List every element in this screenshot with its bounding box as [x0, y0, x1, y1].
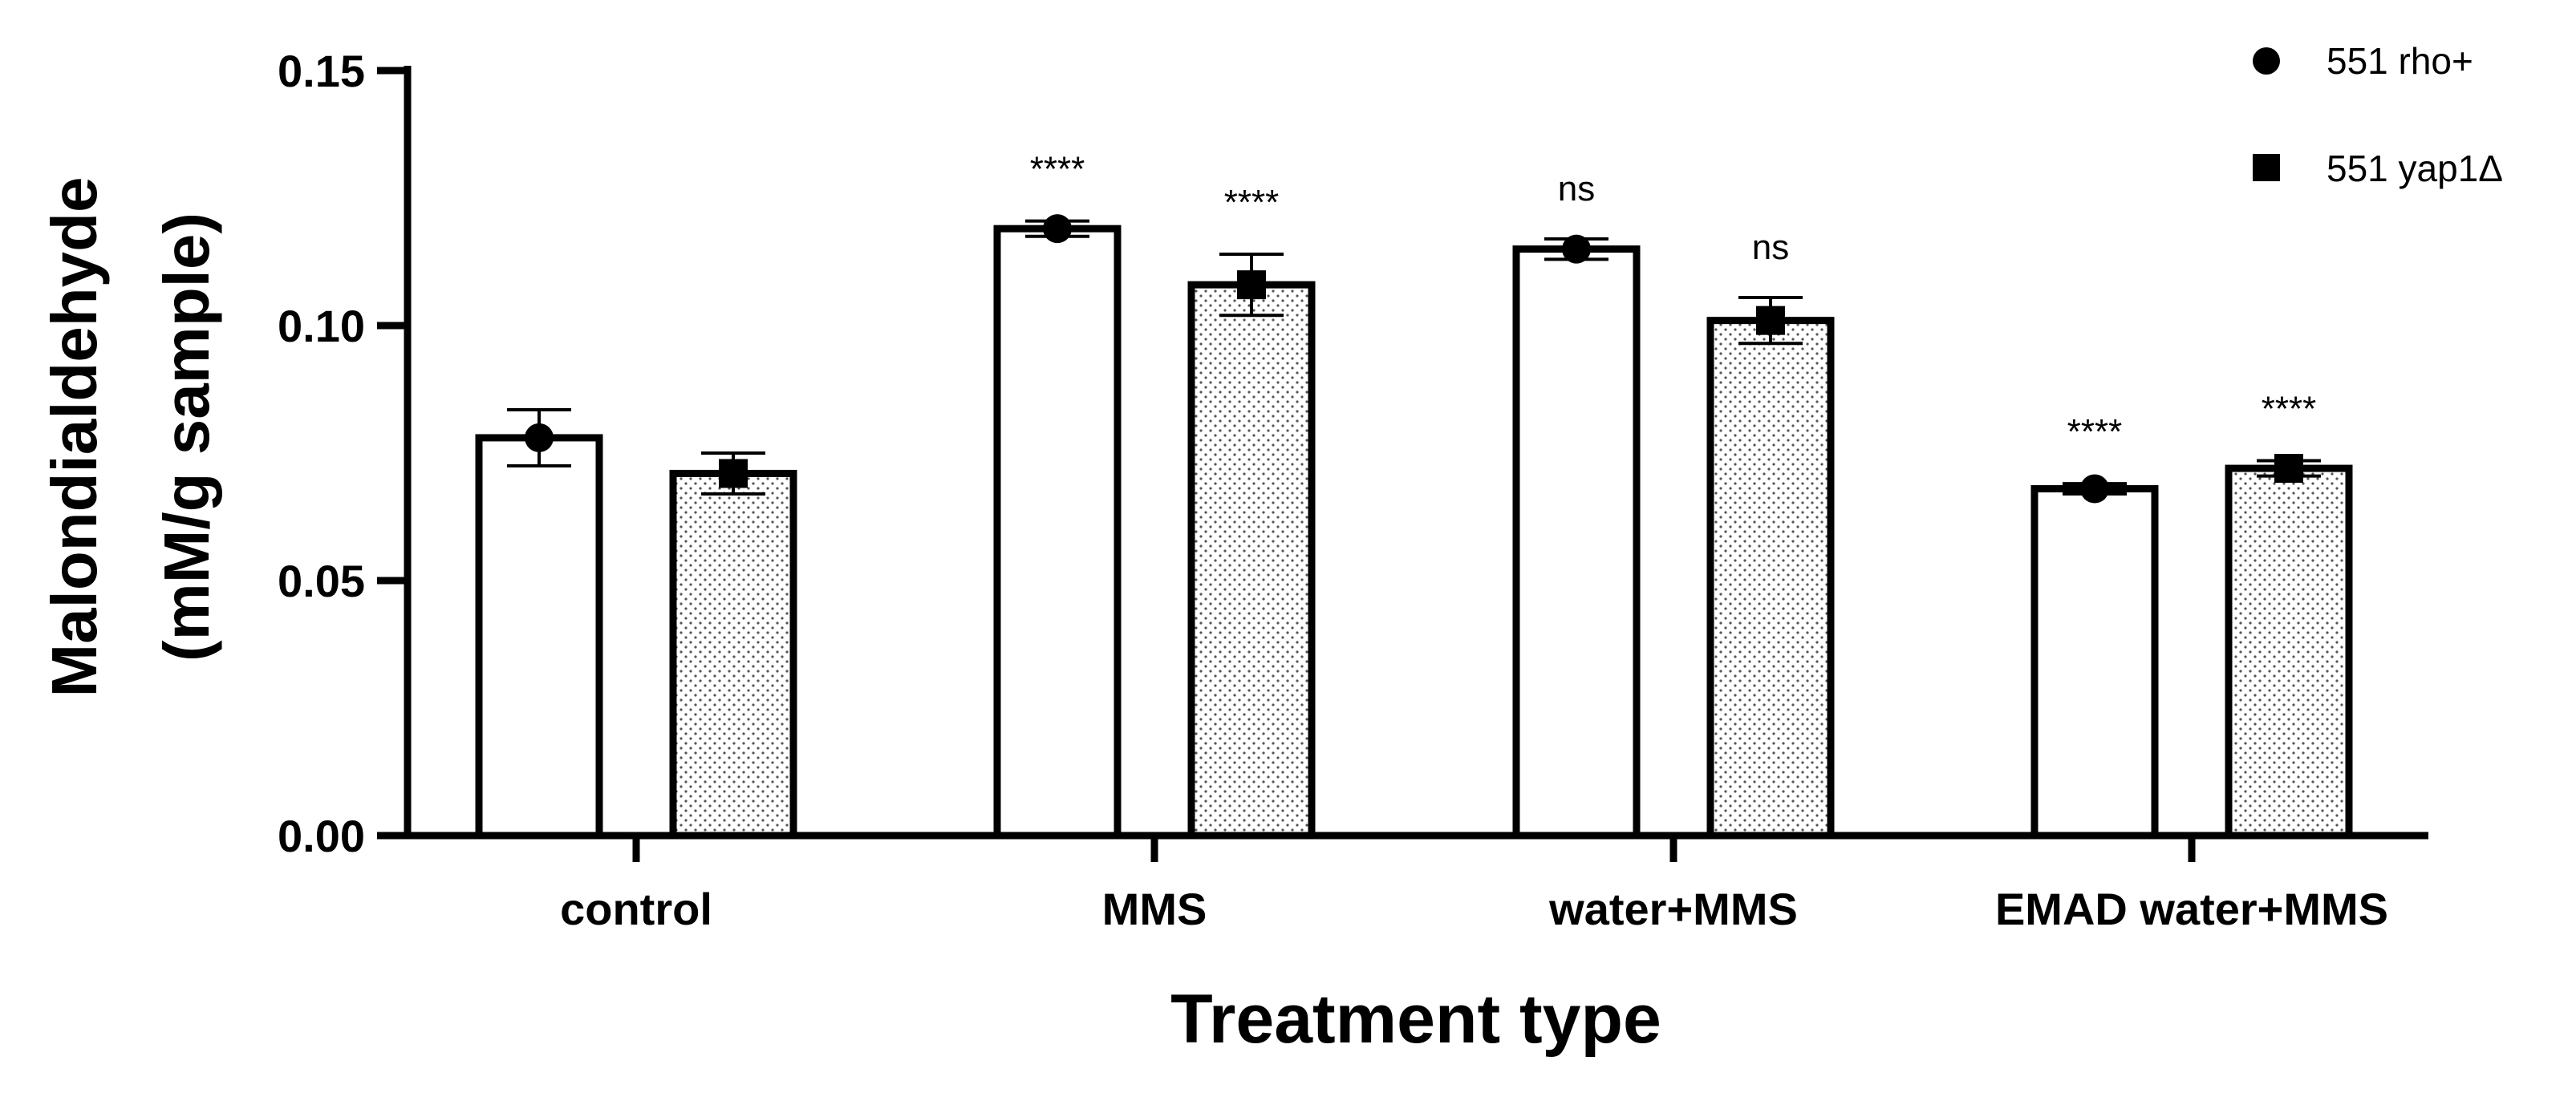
bar-s1-1	[1187, 281, 1316, 840]
y-axis-title: Malondialdehyde (mM/g sample)	[39, 177, 222, 698]
legend-label-rho: 551 rho+	[2327, 40, 2473, 82]
significance-s1-3: ****	[2262, 390, 2317, 429]
x-tick-label-3: EMAD water+MMS	[1995, 884, 2388, 934]
significance-s1-1: ****	[1224, 183, 1280, 222]
bar-s1-0	[669, 469, 797, 840]
significance-s0-3: ****	[2067, 412, 2123, 451]
y-tick-label-0: 0.00	[278, 811, 365, 861]
y-tick-label-2: 0.10	[278, 301, 365, 351]
marker-square-2	[1756, 306, 1785, 335]
x-tick-label-1: MMS	[1102, 884, 1207, 934]
significance-s0-2: ns	[1558, 169, 1595, 208]
y-axis-title-line1: Malondialdehyde	[39, 177, 110, 698]
bar-s0-0	[475, 434, 603, 840]
bar-s1-3	[2225, 464, 2353, 840]
significance-s0-1: ****	[1030, 150, 1085, 189]
x-axis-ticks: control MMS water+MMS EMAD water+MMS	[560, 836, 2388, 934]
legend-square-marker	[2253, 154, 2280, 181]
marker-square-1	[1237, 270, 1266, 300]
marker-circle-3	[2080, 474, 2109, 504]
y-tick-label-3: 0.15	[278, 46, 365, 96]
y-axis-title-line2: (mM/g sample)	[151, 213, 222, 662]
bar-s0-2	[1512, 245, 1641, 840]
x-tick-label-2: water+MMS	[1548, 884, 1798, 934]
x-tick-label-0: control	[560, 884, 712, 934]
bar-series: **** ns **** **** ns ****	[475, 150, 2353, 840]
marker-square-3	[2274, 454, 2303, 484]
x-axis-title: Treatment type	[1170, 981, 1661, 1058]
significance-s1-2: ns	[1752, 228, 1789, 267]
marker-circle-0	[525, 423, 554, 452]
y-tick-label-1: 0.05	[278, 556, 365, 606]
legend-label-yap1: 551 yap1Δ	[2327, 148, 2503, 189]
legend-circle-marker	[2253, 47, 2280, 75]
legend: 551 rho+ 551 yap1Δ	[2253, 40, 2503, 189]
marker-square-0	[719, 459, 748, 488]
marker-circle-2	[1562, 234, 1591, 264]
bar-s0-1	[993, 225, 1122, 840]
bar-s1-2	[1706, 317, 1835, 840]
marker-circle-1	[1043, 214, 1072, 244]
bar-s0-3	[2030, 485, 2159, 840]
y-axis-ticks: 0.00 0.05 0.10 0.15	[278, 46, 408, 861]
